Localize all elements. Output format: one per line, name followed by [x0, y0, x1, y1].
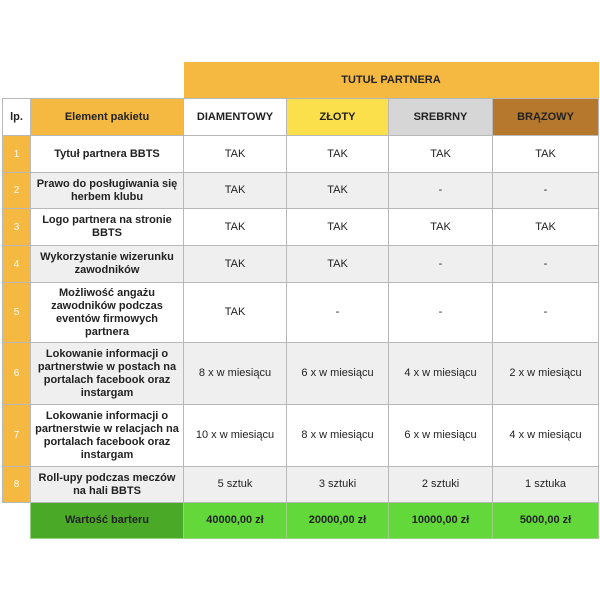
row-value: 6 x w miesiącu [286, 342, 389, 405]
row-value: 5 sztuk [183, 466, 287, 503]
row-value: TAK [183, 172, 287, 209]
total-value: 5000,00 zł [492, 502, 599, 539]
row-number: 2 [2, 172, 31, 209]
row-value: 1 sztuka [492, 466, 599, 503]
table-title: TUTUŁ PARTNERA [183, 62, 599, 99]
table-row: 4 Wykorzystanie wizerunku zawodników TAK TA… [2, 245, 599, 283]
row-value: TAK [492, 135, 599, 173]
row-number: 3 [2, 208, 31, 246]
tier-brazowy: BRĄZOWY [492, 98, 599, 136]
row-value: - [388, 282, 493, 343]
row-value: TAK [183, 135, 287, 173]
row-label: Lokowanie informacji o partnerstwie w re… [30, 404, 184, 467]
row-value: - [492, 172, 599, 209]
row-label: Wykorzystanie wizerunku zawodników [30, 245, 184, 283]
table-row: 6 Lokowanie informacji o partnerstwie w p… [2, 342, 599, 405]
row-label: Roll-upy podczas meczów na hali BBTS [30, 466, 184, 503]
table-row: 5 Możliwość angażu zawodników podczas eve… [2, 282, 599, 343]
row-value: TAK [388, 135, 493, 173]
table-row: 2 Prawo do posługiwania się herbem klubu T… [2, 172, 599, 209]
element-header: Element pakietu [30, 98, 184, 136]
total-value: 20000,00 zł [286, 502, 389, 539]
lp-header: lp. [2, 98, 31, 136]
row-value: 2 x w miesiącu [492, 342, 599, 405]
row-number: 7 [2, 404, 31, 467]
row-value: TAK [388, 208, 493, 246]
row-label: Logo partnera na stronie BBTS [30, 208, 184, 246]
row-value: 4 x w miesiącu [388, 342, 493, 405]
tier-diamentowy: DIAMENTOWY [183, 98, 287, 136]
row-value: TAK [183, 208, 287, 246]
table-row: 8 Roll-upy podczas meczów na hali BBTS 5 s… [2, 466, 599, 503]
row-value: 2 sztuki [388, 466, 493, 503]
total-row: Wartość barteru 40000,00 zł 20000,00 zł … [2, 502, 599, 539]
row-number: 6 [2, 342, 31, 405]
row-label: Możliwość angażu zawodników podczas even… [30, 282, 184, 343]
table-row: 3 Logo partnera na stronie BBTS TAK TAK TAK T… [2, 208, 599, 246]
row-label: Prawo do posługiwania się herbem klubu [30, 172, 184, 209]
row-value: TAK [492, 208, 599, 246]
row-value: TAK [183, 245, 287, 283]
tier-zloty: ZŁOTY [286, 98, 389, 136]
row-value: TAK [286, 208, 389, 246]
row-value: 10 x w miesiącu [183, 404, 287, 467]
row-value: 6 x w miesiącu [388, 404, 493, 467]
row-value: - [388, 245, 493, 283]
row-number: 4 [2, 245, 31, 283]
row-number: 5 [2, 282, 31, 343]
total-value: 40000,00 zł [183, 502, 287, 539]
row-value: 4 x w miesiącu [492, 404, 599, 467]
total-value: 10000,00 zł [388, 502, 493, 539]
row-label: Lokowanie informacji o partnerstwie w po… [30, 342, 184, 405]
row-value: - [492, 282, 599, 343]
partner-table: TUTUŁ PARTNERA lp. Element pakietu DIAME… [2, 62, 599, 539]
row-value: TAK [286, 135, 389, 173]
row-value: TAK [286, 245, 389, 283]
table-row: 7 Lokowanie informacji o partnerstwie w r… [2, 404, 599, 467]
total-label: Wartość barteru [30, 502, 184, 539]
row-value: TAK [183, 282, 287, 343]
row-value: TAK [286, 172, 389, 209]
row-value: - [492, 245, 599, 283]
row-number: 1 [2, 135, 31, 173]
row-label: Tytuł partnera BBTS [30, 135, 184, 173]
table-row: 1 Tytuł partnera BBTS TAK TAK TAK TAK [2, 135, 599, 173]
row-value: - [286, 282, 389, 343]
row-value: - [388, 172, 493, 209]
tier-srebrny: SREBRNY [388, 98, 493, 136]
row-number: 8 [2, 466, 31, 503]
row-value: 8 x w miesiącu [286, 404, 389, 467]
row-value: 8 x w miesiącu [183, 342, 287, 405]
row-value: 3 sztuki [286, 466, 389, 503]
